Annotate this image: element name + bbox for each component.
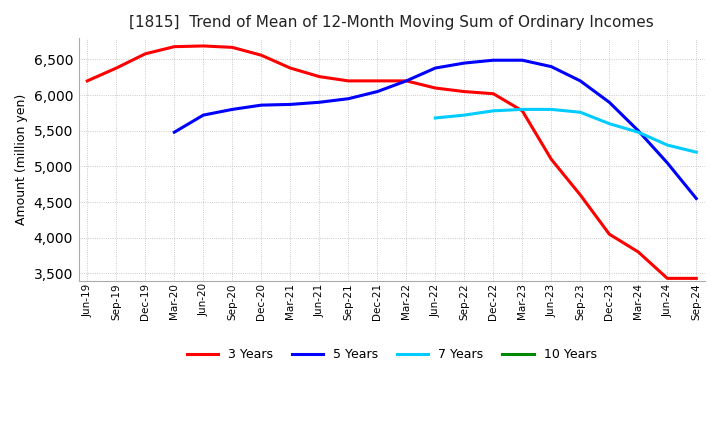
Title: [1815]  Trend of Mean of 12-Month Moving Sum of Ordinary Incomes: [1815] Trend of Mean of 12-Month Moving … — [130, 15, 654, 30]
Y-axis label: Amount (million yen): Amount (million yen) — [15, 94, 28, 225]
Legend: 3 Years, 5 Years, 7 Years, 10 Years: 3 Years, 5 Years, 7 Years, 10 Years — [182, 343, 601, 367]
